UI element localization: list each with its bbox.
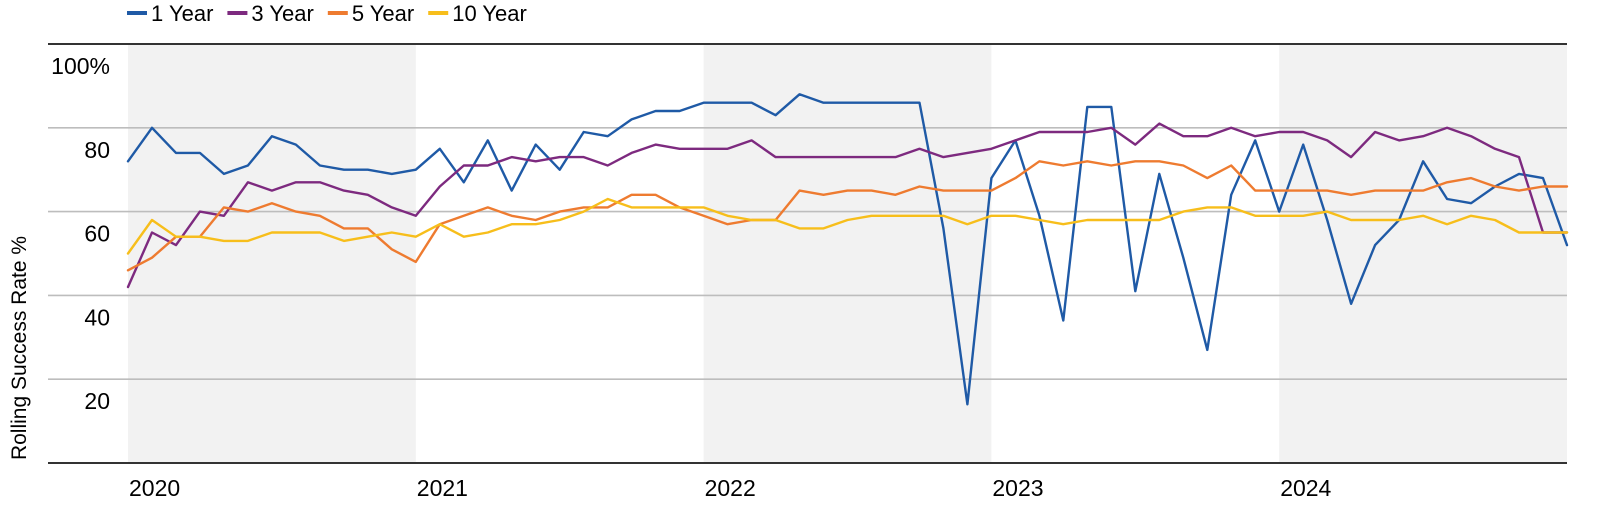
year-band xyxy=(128,44,416,463)
year-band xyxy=(703,44,992,463)
y-tick-label: 40 xyxy=(84,304,110,330)
y-tick-label: 60 xyxy=(84,221,110,247)
series-line-3-year xyxy=(126,122,1569,289)
series-line-5-year xyxy=(126,160,1569,272)
legend: 1 Year 3 Year 5 Year 10 Year xyxy=(127,1,527,26)
y-tick-label: 100% xyxy=(51,53,110,79)
y-axis-title: Rolling Success Rate % xyxy=(8,236,31,460)
y-tick-label: 20 xyxy=(84,388,110,414)
year-band xyxy=(1279,44,1567,463)
legend-label-1-year: 1 Year xyxy=(151,1,213,26)
x-tick-label: 2024 xyxy=(1280,475,1331,501)
legend-label-5-year: 5 Year xyxy=(352,1,414,26)
y-axis-tick-labels: 20 40 60 80 100% xyxy=(51,53,110,414)
y-tick-label: 80 xyxy=(84,137,110,163)
x-tick-label: 2021 xyxy=(417,475,468,501)
x-tick-label: 2023 xyxy=(992,475,1043,501)
series-line-1-year xyxy=(126,93,1569,406)
series-lines xyxy=(126,93,1569,406)
series-line-10-year xyxy=(126,197,1569,255)
x-tick-label: 2020 xyxy=(129,475,180,501)
legend-label-10-year: 10 Year xyxy=(452,1,527,26)
shaded-year-bands xyxy=(128,44,1567,463)
x-axis-tick-labels: 2020 2021 2022 2023 2024 xyxy=(129,475,1332,501)
x-tick-label: 2022 xyxy=(705,475,756,501)
legend-label-3-year: 3 Year xyxy=(251,1,313,26)
